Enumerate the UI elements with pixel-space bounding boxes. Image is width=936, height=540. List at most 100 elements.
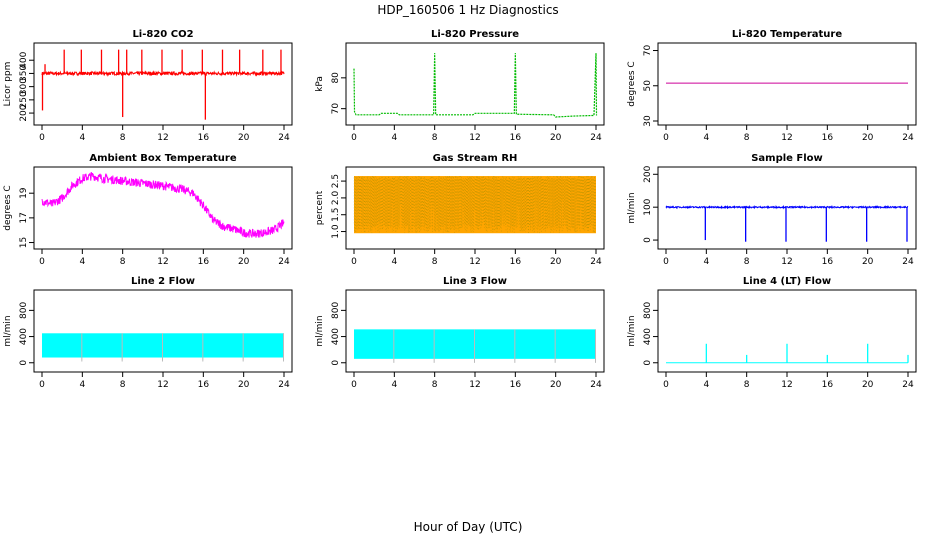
x-tick-label: 12 [157, 257, 168, 267]
panel-pressure: Li-820 Pressure kPa 0 4 8 12 16 20 24 70 80 [315, 29, 605, 143]
series-band-line2 [42, 333, 284, 358]
x-tick-label: 8 [120, 133, 126, 143]
y-tick-label: 400 [19, 51, 29, 68]
x-tick-label: 24 [278, 133, 290, 143]
y-tick-label: 0 [643, 237, 653, 243]
y-tick-label: 0 [643, 360, 653, 366]
panel-line3: Line 3 Flow ml/min 0 4 8 12 16 20 24 0 400 800 [315, 276, 605, 390]
series-line-ambient [41, 172, 285, 238]
y-tick-label: 400 [19, 328, 29, 345]
figure-xlabel: Hour of Day (UTC) [414, 520, 523, 534]
x-tick-label: 4 [391, 257, 397, 267]
panel-rh: Gas Stream RH percent 0 4 8 12 16 20 24 1.0 1.5 2.0… [315, 153, 605, 267]
y-tick-label: 80 [331, 72, 341, 84]
x-tick-label: 12 [157, 133, 168, 143]
x-tick-label: 8 [744, 380, 750, 390]
y-tick-label: 100 [643, 198, 653, 215]
x-tick-label: 0 [351, 257, 357, 267]
x-tick-label: 16 [822, 257, 834, 267]
x-tick-label: 24 [902, 133, 914, 143]
panel-ylabel-sample_flow: ml/min [627, 192, 637, 223]
x-tick-label: 0 [351, 133, 357, 143]
panel-ylabel-line3: ml/min [315, 315, 325, 346]
panel-temperature: Li-820 Temperature degrees C 0 4 8 12 16 20 24 30… [627, 29, 917, 143]
plot-frame [33, 289, 293, 373]
x-tick-label: 12 [469, 380, 480, 390]
y-tick-label: 17 [19, 212, 29, 223]
y-tick-label: 15 [19, 237, 29, 248]
x-tick-label: 20 [550, 380, 562, 390]
x-tick-label: 4 [79, 257, 85, 267]
y-tick-label: 800 [643, 302, 653, 319]
panel-title-co2: Li-820 CO2 [132, 29, 193, 40]
panel-title-ambient: Ambient Box Temperature [89, 153, 236, 164]
x-tick-label: 12 [469, 133, 480, 143]
y-tick-label: 300 [19, 78, 29, 95]
x-tick-label: 20 [550, 257, 562, 267]
x-tick-label: 16 [198, 257, 210, 267]
panel-ylabel-line4: ml/min [627, 315, 637, 346]
x-tick-label: 8 [744, 133, 750, 143]
panel-ylabel-co2: Licor ppm [3, 62, 13, 107]
x-tick-label: 0 [39, 133, 45, 143]
panel-ylabel-ambient: degrees C [3, 185, 13, 230]
x-tick-label: 12 [781, 257, 792, 267]
y-tick-label: 400 [331, 328, 341, 345]
x-tick-label: 12 [469, 257, 480, 267]
x-tick-label: 0 [39, 380, 45, 390]
x-tick-label: 24 [590, 133, 602, 143]
panel-ambient: Ambient Box Temperature degrees C 0 4 8 12 16 2… [3, 153, 293, 267]
y-tick-label: 1.5 [331, 208, 341, 222]
x-tick-label: 8 [432, 133, 438, 143]
plot-frame [33, 42, 293, 126]
panel-title-line4: Line 4 (LT) Flow [743, 276, 831, 287]
panel-ylabel-rh: percent [315, 190, 325, 225]
series-texture-rh [353, 176, 596, 234]
y-tick-label: 800 [331, 302, 341, 319]
x-tick-label: 20 [238, 133, 250, 143]
x-tick-label: 0 [663, 257, 669, 267]
x-tick-label: 16 [510, 133, 522, 143]
x-tick-label: 24 [902, 380, 914, 390]
panel-title-line2: Line 2 Flow [131, 276, 195, 287]
x-tick-label: 8 [120, 257, 126, 267]
panel-ylabel-temperature: degrees C [627, 61, 637, 106]
x-tick-label: 0 [351, 380, 357, 390]
y-tick-label: 200 [643, 165, 653, 182]
y-tick-label: 0 [19, 360, 29, 366]
x-tick-label: 0 [663, 380, 669, 390]
x-tick-label: 24 [590, 380, 602, 390]
x-tick-label: 0 [39, 257, 45, 267]
y-tick-label: 70 [643, 45, 653, 57]
x-tick-label: 4 [703, 133, 709, 143]
x-tick-label: 8 [432, 257, 438, 267]
panel-ylabel-line2: ml/min [3, 315, 13, 346]
series-line-co2 [41, 70, 285, 77]
y-tick-label: 2.0 [331, 190, 341, 205]
panel-title-rh: Gas Stream RH [433, 153, 518, 164]
panel-line2: Line 2 Flow ml/min 0 4 8 12 16 20 24 0 400 800 [3, 276, 293, 390]
x-tick-label: 20 [238, 380, 250, 390]
panel-sample_flow: Sample Flow ml/min 0 4 8 12 16 20 24 0 100 200 [627, 153, 917, 267]
x-tick-label: 4 [391, 133, 397, 143]
panel-title-pressure: Li-820 Pressure [431, 29, 519, 40]
y-tick-label: 1.0 [331, 224, 341, 239]
x-tick-label: 4 [79, 380, 85, 390]
figure-title: HDP_160506 1 Hz Diagnostics [377, 3, 558, 17]
plot-frame [657, 166, 917, 250]
x-tick-label: 12 [781, 380, 792, 390]
x-tick-label: 20 [550, 133, 562, 143]
x-tick-label: 24 [590, 257, 602, 267]
y-tick-label: 800 [19, 302, 29, 319]
y-tick-label: 70 [331, 103, 341, 115]
plot-frame [657, 42, 917, 126]
x-tick-label: 12 [781, 133, 792, 143]
series-line-pressure [353, 53, 598, 118]
panel-title-line3: Line 3 Flow [443, 276, 507, 287]
y-tick-label: 2.5 [331, 174, 341, 188]
x-tick-label: 12 [157, 380, 168, 390]
x-tick-label: 16 [198, 380, 210, 390]
y-tick-label: 350 [19, 65, 29, 82]
y-tick-label: 50 [643, 80, 653, 92]
